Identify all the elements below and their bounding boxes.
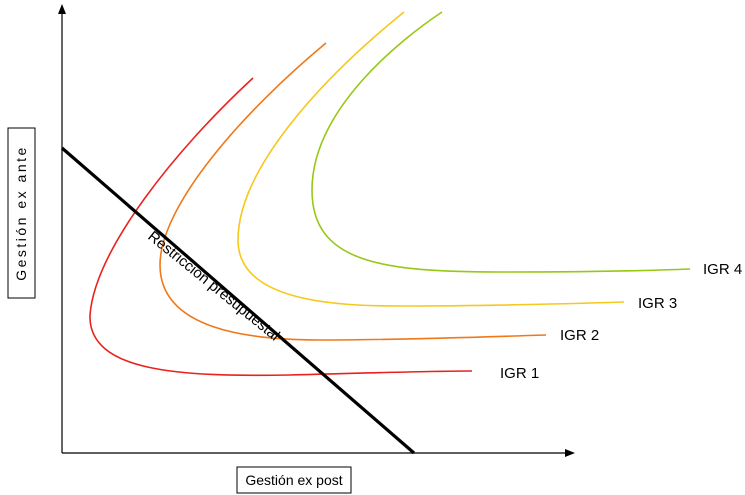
y-axis-arrow — [58, 4, 66, 14]
budget-constraint-line — [60, 146, 416, 455]
x-axis-label-box — [236, 466, 352, 494]
curve-label-igr-2: IGR 2 — [560, 327, 599, 344]
curve-igr-2 — [159, 42, 547, 341]
curve-label-igr-4: IGR 4 — [703, 261, 742, 278]
y-axis-label: Gestión ex ante — [13, 145, 29, 281]
curve-igr-4 — [311, 11, 691, 273]
curve-label-igr-1: IGR 1 — [500, 365, 539, 382]
curve-igr-3 — [237, 11, 625, 307]
curve-igr-1 — [89, 77, 473, 377]
y-axis-label-box — [7, 127, 36, 299]
x-axis-arrow — [565, 449, 575, 457]
x-axis-label: Gestión ex post — [245, 472, 342, 488]
curve-label-igr-3: IGR 3 — [638, 295, 677, 312]
